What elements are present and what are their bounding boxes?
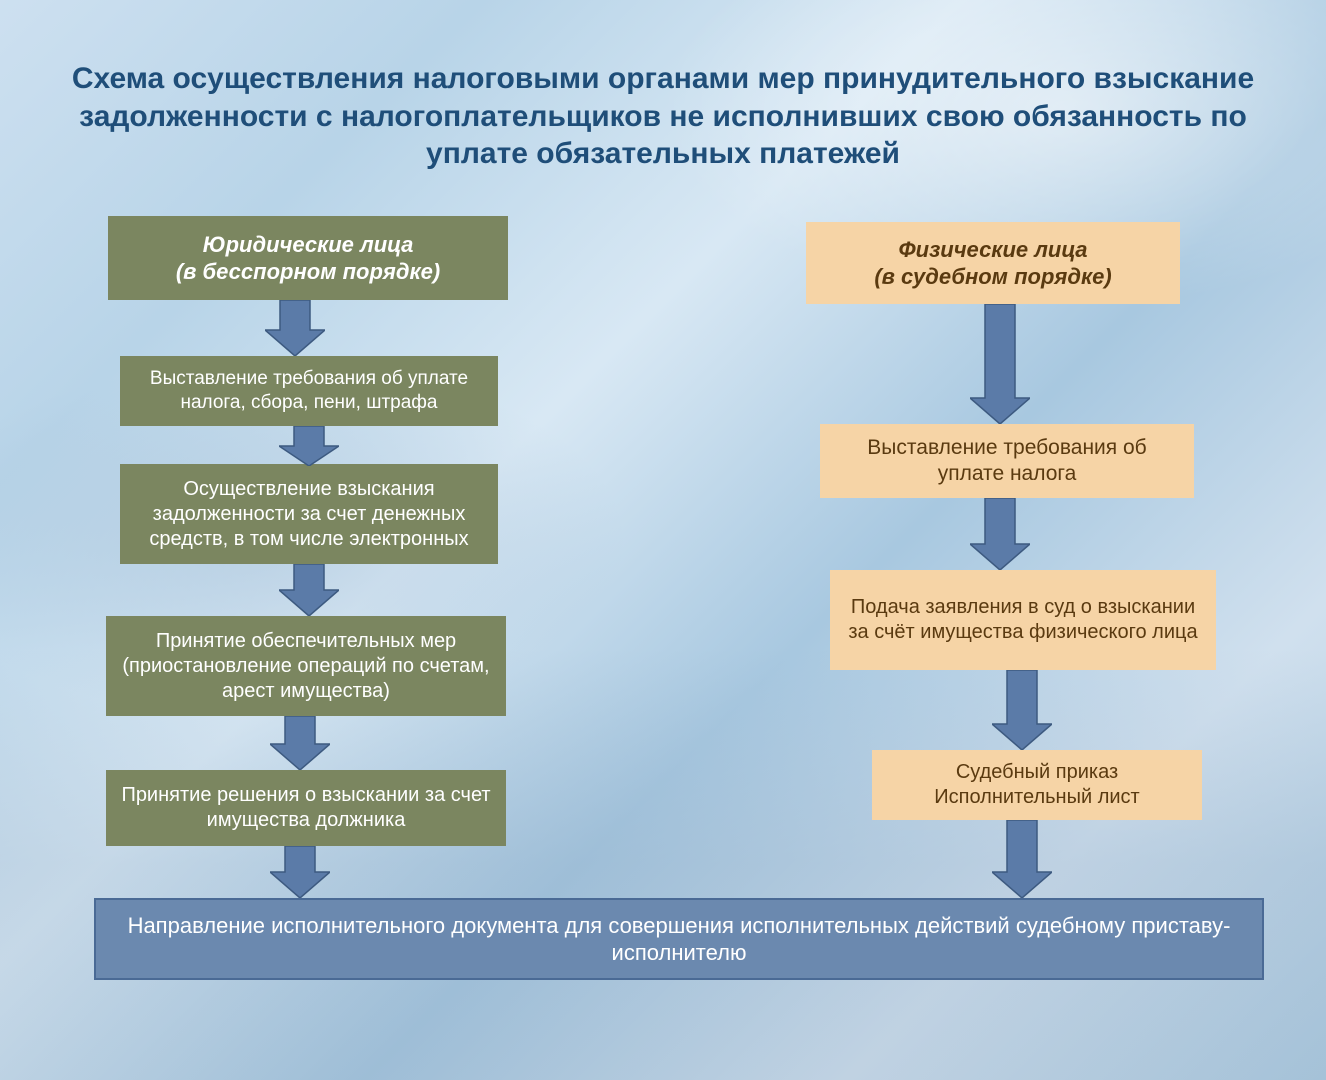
node-label: Выставление требования об уплате налога,… — [134, 367, 484, 415]
node-label: Юридические лица (в бесспорном порядке) — [176, 231, 440, 286]
flow-arrow-3 — [270, 716, 330, 770]
node-label: Судебный приказ Исполнительный лист — [934, 760, 1139, 810]
title-text: Схема осуществления налоговыми органами … — [72, 62, 1254, 170]
node-label: Принятие обеспечительных мер (приостанов… — [120, 629, 492, 704]
node-label: Направление исполнительного документа дл… — [110, 912, 1248, 967]
flow-arrow-4 — [270, 846, 330, 898]
node-label: Принятие решения о взыскании за счет иму… — [120, 783, 492, 833]
flow-arrow-0 — [265, 300, 325, 356]
node-label: Осуществление взыскания задолженности за… — [134, 477, 484, 552]
flow-arrow-7 — [992, 670, 1052, 750]
flow-arrow-6 — [970, 498, 1030, 570]
node-label: Физические лица (в судебном порядке) — [874, 236, 1111, 291]
flow-arrow-1 — [279, 426, 339, 466]
node-label: Выставление требования об уплате налога — [834, 435, 1180, 488]
flow-arrow-5 — [970, 304, 1030, 424]
node-left-step2: Осуществление взыскания задолженности за… — [120, 464, 498, 564]
flow-arrow-2 — [279, 564, 339, 616]
node-left-header: Юридические лица (в бесспорном порядке) — [108, 216, 508, 300]
node-left-step3: Принятие обеспечительных мер (приостанов… — [106, 616, 506, 716]
node-right-step3: Судебный приказ Исполнительный лист — [872, 750, 1202, 820]
node-left-step1: Выставление требования об уплате налога,… — [120, 356, 498, 426]
node-left-step4: Принятие решения о взыскании за счет иму… — [106, 770, 506, 846]
node-right-step1: Выставление требования об уплате налога — [820, 424, 1194, 498]
flow-arrow-8 — [992, 820, 1052, 898]
page-title: Схема осуществления налоговыми органами … — [60, 60, 1266, 173]
node-label: Подача заявления в суд о взыскании за сч… — [844, 595, 1202, 645]
node-right-step2: Подача заявления в суд о взыскании за сч… — [830, 570, 1216, 670]
node-final: Направление исполнительного документа дл… — [94, 898, 1264, 980]
node-right-header: Физические лица (в судебном порядке) — [806, 222, 1180, 304]
